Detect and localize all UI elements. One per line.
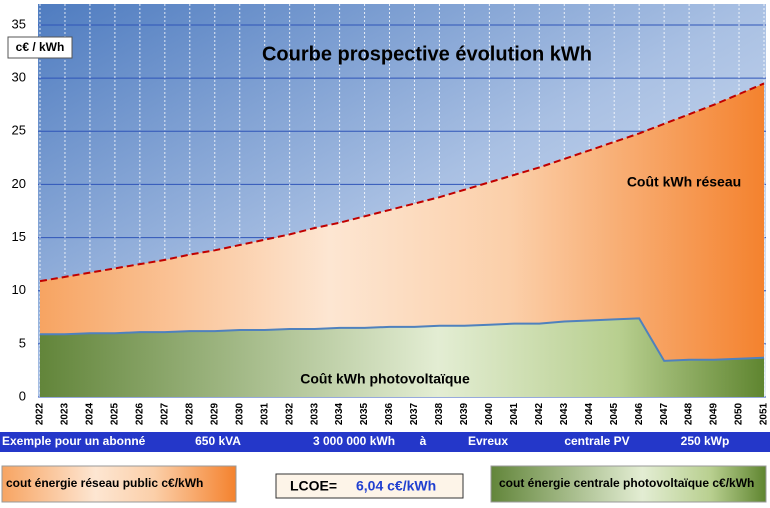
x-tick-label: 2036 <box>384 402 395 425</box>
annotation: Coût kWh photovoltaïque <box>300 371 470 387</box>
x-tick-label: 2035 <box>359 402 370 425</box>
info-text: Evreux <box>468 434 508 448</box>
x-tick-label: 2044 <box>584 402 595 425</box>
info-text: 3 000 000 kWh <box>313 434 395 448</box>
y-axis-label: c€ / kWh <box>16 40 65 54</box>
info-text: à <box>420 434 427 448</box>
info-text: Exemple pour un abonné <box>2 434 146 448</box>
info-band <box>0 432 770 452</box>
x-tick-label: 2047 <box>659 402 670 425</box>
annotation: Coût kWh réseau <box>627 174 741 190</box>
x-tick-label: 2048 <box>684 402 695 425</box>
x-tick-label: 2041 <box>509 402 520 425</box>
x-tick-label: 2028 <box>184 402 195 425</box>
x-tick-label: 2037 <box>409 402 420 425</box>
x-tick-label: 2050 <box>734 402 745 425</box>
x-tick-label: 2030 <box>234 402 245 425</box>
lcoe-value: 6,04 c€/kWh <box>356 478 436 494</box>
lcoe-box <box>275 473 464 499</box>
x-tick-label: 2034 <box>334 402 345 425</box>
legend-box <box>1 465 237 503</box>
line <box>40 317 765 362</box>
x-tick-label: 2026 <box>135 402 146 425</box>
x-tick-label: 2046 <box>634 402 645 425</box>
y-tick-label: 5 <box>19 335 26 350</box>
lcoe-label: LCOE= <box>290 478 337 494</box>
legend-box <box>490 465 767 503</box>
area <box>40 318 764 397</box>
y-tick-label: 30 <box>12 70 26 85</box>
y-tick-label: 10 <box>12 282 26 297</box>
legend-label: cout énergie centrale photovoltaïque c€/… <box>499 476 754 490</box>
x-tick-label: 2049 <box>709 402 720 425</box>
x-tick-label: 2031 <box>259 402 270 425</box>
x-tick-label: 2032 <box>284 402 295 425</box>
x-tick-label: 2024 <box>85 402 96 425</box>
x-tick-label: 2039 <box>459 402 470 425</box>
x-tick-label: 2027 <box>159 402 170 425</box>
area <box>40 83 764 397</box>
x-tick-label: 2040 <box>484 402 495 425</box>
x-tick-label: 2045 <box>609 402 620 425</box>
x-tick-label: 2033 <box>309 402 320 425</box>
x-tick-label: 2023 <box>60 402 71 425</box>
x-tick-label: 2043 <box>559 402 570 425</box>
x-tick-label: 2042 <box>534 402 545 425</box>
x-tick-label: 2038 <box>434 402 445 425</box>
y-tick-label: 20 <box>12 176 26 191</box>
x-tick-label: 2022 <box>35 402 46 425</box>
info-text: 650 kVA <box>195 434 241 448</box>
x-tick-label: 2029 <box>209 402 220 425</box>
y-label-box <box>7 36 73 59</box>
x-tick-label: 2051 <box>759 402 770 425</box>
y-tick-label: 35 <box>12 16 26 31</box>
y-tick-label: 15 <box>12 229 26 244</box>
x-tick-label: 2025 <box>110 402 121 425</box>
y-tick-label: 25 <box>12 123 26 138</box>
info-text: 250 kWp <box>681 434 730 448</box>
legend-label: cout énergie réseau public c€/kWh <box>6 476 203 490</box>
chart-title: Courbe prospective évolution kWh <box>262 43 592 65</box>
y-tick-label: 0 <box>19 388 26 403</box>
line <box>39 82 765 283</box>
info-text: centrale PV <box>564 434 629 448</box>
